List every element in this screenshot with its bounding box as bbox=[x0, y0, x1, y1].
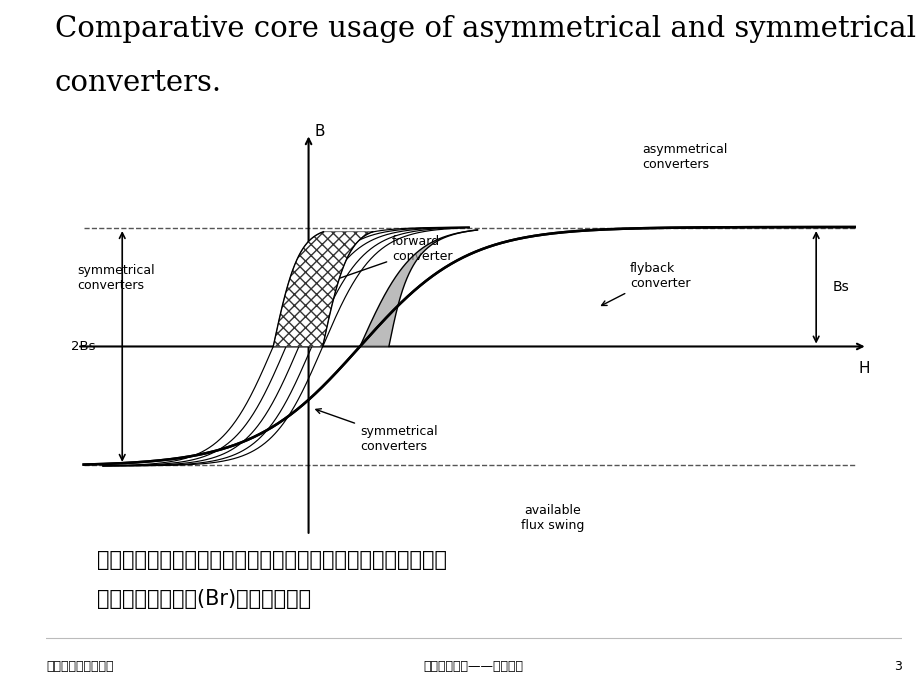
Text: 3: 3 bbox=[892, 660, 901, 673]
Text: B: B bbox=[314, 124, 325, 139]
Text: 磁元件设计共性问题: 磁元件设计共性问题 bbox=[46, 660, 113, 673]
Text: converters.: converters. bbox=[54, 69, 221, 97]
Text: flyback
converter: flyback converter bbox=[601, 262, 689, 306]
Text: 磁芯带有气隙后，等效的磁导率降低了。线性度比原磁化曲线好: 磁芯带有气隙后，等效的磁导率降低了。线性度比原磁化曲线好 bbox=[97, 550, 447, 570]
Text: H: H bbox=[857, 361, 869, 375]
Text: 开关电源技术——顺德学院: 开关电源技术——顺德学院 bbox=[424, 660, 523, 673]
Text: Comparative core usage of asymmetrical and symmetrical: Comparative core usage of asymmetrical a… bbox=[54, 15, 914, 43]
Text: symmetrical
converters: symmetrical converters bbox=[315, 408, 437, 453]
Text: 2Bs: 2Bs bbox=[71, 340, 96, 353]
Text: symmetrical
converters: symmetrical converters bbox=[77, 264, 154, 292]
Text: 得多。磁芯的剩磁(Br)大大下降了。: 得多。磁芯的剩磁(Br)大大下降了。 bbox=[97, 589, 312, 609]
Text: Bs: Bs bbox=[832, 280, 848, 295]
Text: available
flux swing: available flux swing bbox=[520, 504, 584, 532]
Text: forward
converter: forward converter bbox=[323, 235, 452, 284]
Text: asymmetrical
converters: asymmetrical converters bbox=[642, 144, 727, 171]
